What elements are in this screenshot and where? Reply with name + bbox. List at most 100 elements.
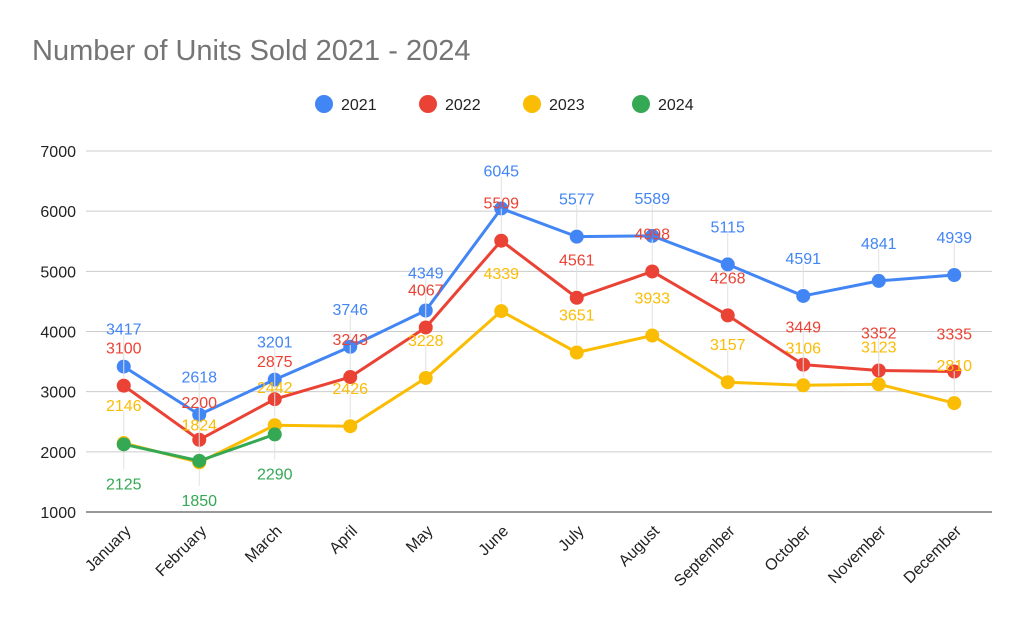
series-line-2022 <box>122 239 955 442</box>
data-label: 4067 <box>408 282 444 299</box>
data-point <box>796 288 811 303</box>
data-label: 5577 <box>559 192 595 209</box>
data-point <box>796 378 811 393</box>
legend-marker <box>315 95 333 113</box>
data-label: 1824 <box>181 417 217 434</box>
data-label: 4349 <box>408 266 444 283</box>
data-label: 3651 <box>559 307 595 324</box>
legend-item-2023: 2023 <box>523 95 585 114</box>
x-tick-label: November <box>825 522 890 587</box>
legend-marker <box>419 95 437 113</box>
legend-label: 2024 <box>658 97 694 114</box>
data-label: 4841 <box>861 236 897 253</box>
data-point <box>645 328 660 343</box>
data-point <box>947 268 962 283</box>
y-tick-label: 6000 <box>40 204 76 221</box>
x-tick-label: April <box>326 523 361 558</box>
data-label: 3201 <box>257 335 293 352</box>
legend: 2021 2022 2023 2024 <box>315 95 694 114</box>
legend-item-2021: 2021 <box>315 95 377 114</box>
y-tick-label: 3000 <box>40 385 76 402</box>
data-label: 5115 <box>711 219 746 236</box>
series-2024: 2125 1850 2290 <box>106 427 293 510</box>
data-label: 3100 <box>106 341 142 358</box>
data-point <box>569 345 584 360</box>
data-point <box>494 201 509 216</box>
data-point <box>569 290 584 305</box>
data-point <box>645 228 660 243</box>
data-point <box>720 257 735 272</box>
x-tick-label: February <box>153 523 210 580</box>
data-label: 6045 <box>483 163 519 180</box>
data-label: 4591 <box>785 251 821 268</box>
data-label: 1850 <box>181 493 217 510</box>
data-label: 2200 <box>181 395 217 412</box>
legend-marker <box>632 95 650 113</box>
data-label: 2426 <box>332 381 368 398</box>
data-point <box>343 370 358 385</box>
data-label: 3157 <box>710 337 746 354</box>
data-label: 4561 <box>559 253 595 270</box>
legend-item-2022: 2022 <box>419 95 481 114</box>
data-label: 3746 <box>332 302 368 319</box>
data-label: 2146 <box>106 398 142 415</box>
data-label: 3123 <box>861 339 897 356</box>
data-label: 5589 <box>634 191 670 208</box>
data-label: 3243 <box>332 332 368 349</box>
x-tick-label: September <box>671 522 739 590</box>
data-label: 2618 <box>181 370 217 387</box>
data-point <box>494 304 509 319</box>
data-point <box>418 370 433 385</box>
legend-label: 2023 <box>549 97 585 114</box>
legend-item-2024: 2024 <box>632 95 694 114</box>
data-point <box>645 264 660 279</box>
series-2021: 3417 2618 3201 3746 4349 6045 5577 5589 5115 4591… <box>106 163 972 422</box>
data-point <box>267 427 282 442</box>
data-point <box>192 453 207 468</box>
data-point <box>418 320 433 335</box>
data-label: 2442 <box>257 380 293 397</box>
x-tick-label: May <box>403 523 436 556</box>
data-label: 3933 <box>634 291 670 308</box>
data-label: 3106 <box>785 340 821 357</box>
data-label: 4998 <box>634 226 670 243</box>
x-tick-label: October <box>762 522 815 575</box>
data-point <box>947 396 962 411</box>
x-tick-label: July <box>555 523 587 555</box>
chart-title: Number of Units Sold 2021 - 2024 <box>32 35 470 67</box>
data-label: 2125 <box>106 476 142 493</box>
x-tick-label: December <box>901 522 966 587</box>
series-line-2023 <box>123 309 955 464</box>
data-label: 4339 <box>483 266 519 283</box>
data-point <box>720 308 735 323</box>
series-group: 3417 2618 3201 3746 4349 6045 5577 5589 5115 4591… <box>106 163 972 509</box>
x-tick-label: January <box>82 523 134 575</box>
y-tick-label: 5000 <box>40 264 76 281</box>
data-point <box>871 273 886 288</box>
data-label: 3228 <box>408 333 444 350</box>
y-tick-label: 1000 <box>40 505 76 522</box>
data-point <box>569 229 584 244</box>
data-label: 4268 <box>710 270 746 287</box>
x-tick-label: August <box>616 522 664 570</box>
data-label: 3335 <box>936 327 972 344</box>
y-tick-label: 2000 <box>40 445 76 462</box>
data-label: 2810 <box>936 358 972 375</box>
series-line-2021 <box>122 206 955 417</box>
y-tick-label: 4000 <box>40 325 76 342</box>
data-point <box>720 375 735 390</box>
x-axis-ticks: January February March April May June July Augu… <box>82 522 965 590</box>
x-tick-label: March <box>242 523 285 566</box>
data-point <box>343 419 358 434</box>
y-axis-ticks: 1000 2000 3000 4000 5000 6000 7000 <box>40 144 76 522</box>
data-point <box>494 233 509 248</box>
data-point <box>116 437 131 452</box>
y-tick-label: 7000 <box>40 144 76 161</box>
data-point <box>116 378 131 393</box>
series-2022: 3100 2200 2875 3243 4067 5509 4561 4998 4268 3449… <box>106 196 972 447</box>
legend-label: 2021 <box>341 97 377 114</box>
gridlines <box>86 150 992 513</box>
data-label: 2875 <box>257 354 293 371</box>
data-point <box>871 377 886 392</box>
